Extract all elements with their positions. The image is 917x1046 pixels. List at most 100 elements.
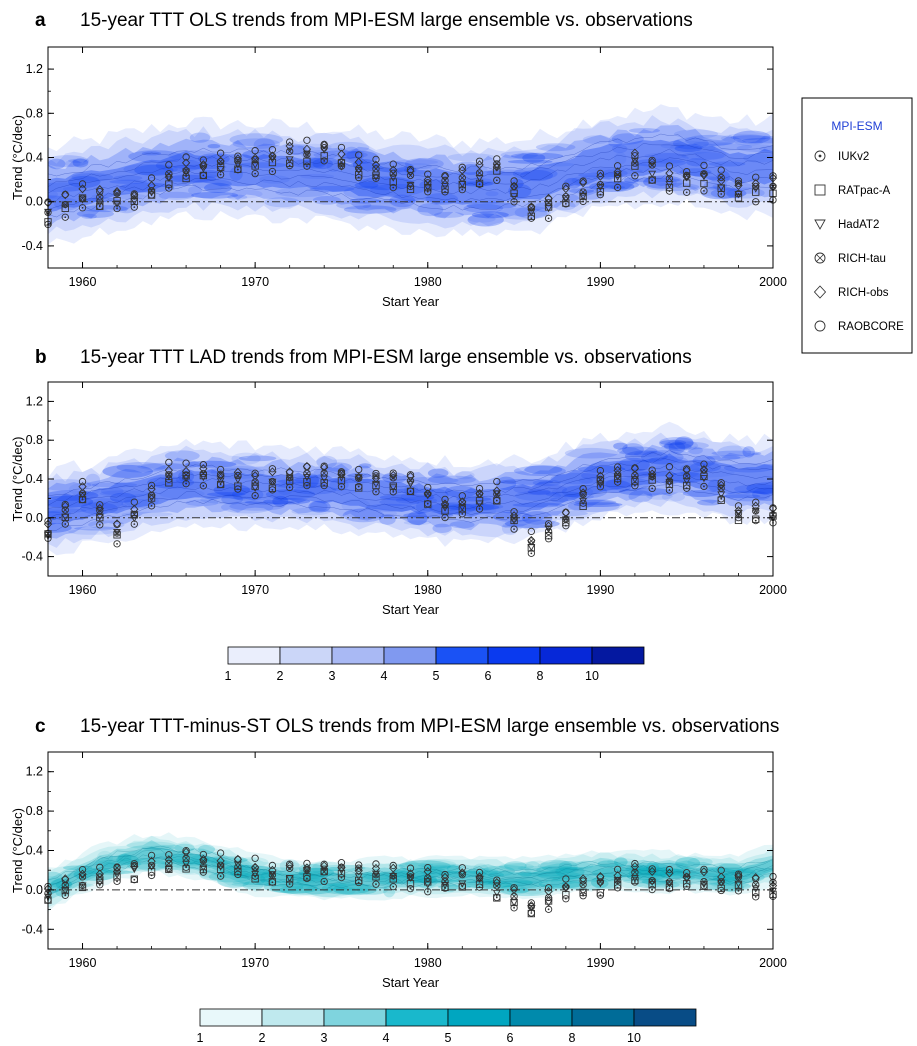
density-patch [294, 883, 346, 895]
obs-circle-dot-marker [493, 176, 501, 184]
density-patch [520, 884, 566, 890]
density-patch [643, 175, 684, 189]
x-tick-label: 1960 [69, 956, 97, 970]
obs-triangle-down-marker [579, 497, 588, 506]
density-patch [507, 159, 553, 164]
density-patch [675, 857, 701, 870]
density-patch [512, 502, 566, 508]
density-patch [99, 490, 152, 497]
density-patch [71, 173, 114, 182]
obs-diamond-marker [665, 168, 674, 178]
density-patch [658, 437, 694, 449]
obs-circle-marker [355, 465, 363, 474]
density-patch [687, 857, 713, 867]
density-patch [312, 195, 342, 205]
density-patch [732, 130, 771, 144]
obs-circle-dot-marker [596, 891, 605, 899]
density-patch [672, 137, 709, 150]
density-patch [68, 482, 101, 496]
colorbar-cell [227, 646, 281, 665]
colorbar-label: 6 [507, 1031, 514, 1045]
obs-circle-dot-marker [199, 482, 208, 490]
obs-circle-marker [320, 462, 328, 470]
density-patch [581, 471, 602, 480]
density-patch [324, 462, 353, 472]
obs-diamond-marker [734, 181, 743, 191]
obs-circle-x-marker [130, 510, 138, 519]
density-patch [200, 495, 255, 505]
density-patch [264, 197, 300, 208]
density-patch [100, 487, 124, 495]
density-patch [467, 213, 504, 227]
obs-circle-marker [717, 866, 725, 874]
obs-circle-marker [734, 870, 743, 878]
density-patch [263, 498, 311, 505]
density-patch [635, 163, 650, 173]
obs-circle-x-marker [734, 179, 743, 187]
density-patch [119, 182, 175, 193]
density-patch [682, 490, 720, 498]
density-patch [80, 502, 118, 515]
density-patch [513, 876, 543, 889]
density-patch [109, 179, 148, 184]
obs-diamond-marker [475, 488, 484, 498]
obs-diamond-marker [682, 465, 691, 475]
obs-triangle-down-marker [475, 174, 484, 183]
density-patch [550, 877, 566, 890]
density-patch [126, 841, 176, 850]
obs-circle-x-marker [268, 477, 277, 486]
obs-diamond-marker [371, 160, 381, 170]
density-patch [229, 133, 284, 147]
obs-circle-marker [700, 161, 708, 170]
density-patch [628, 128, 661, 134]
obs-circle-dot-marker [113, 540, 121, 548]
obs-circle-marker [147, 851, 156, 860]
obs-circle-x-marker [337, 158, 346, 166]
density-patch [661, 492, 686, 502]
x-axis-label: Start Year [382, 602, 440, 617]
density-patch [48, 190, 58, 199]
obs-triangle-down-marker [372, 173, 380, 181]
density-patch [663, 439, 699, 452]
density-contour [48, 165, 773, 210]
density-patch [537, 861, 594, 871]
panel-b-plot: -0.4 0.0 0.4 0.8 1.2 1960 1970 1980 1990 2000 Star… [10, 381, 787, 617]
x-tick-label: 1970 [241, 583, 269, 597]
density-contour [48, 484, 773, 532]
obs-diamond-marker [251, 153, 260, 163]
obs-square-marker [113, 873, 121, 881]
obs-circle-marker [683, 465, 691, 473]
panel-a-letter: a [35, 10, 46, 31]
obs-diamond-marker [130, 862, 139, 872]
density-patch [660, 143, 685, 149]
obs-diamond-marker [216, 471, 225, 481]
obs-circle-x-marker [734, 509, 743, 518]
legend-circle-x-icon [814, 252, 826, 264]
obs-circle-marker [596, 873, 605, 881]
obs-circle-marker [389, 160, 397, 168]
density-patch [81, 205, 128, 213]
density-patch [633, 451, 663, 457]
obs-square-marker [78, 883, 87, 892]
obs-circle-marker [441, 870, 449, 879]
density-patch [185, 460, 237, 468]
density-patch [513, 483, 568, 496]
density-patch [703, 180, 728, 190]
colorbar-label: 8 [537, 669, 544, 683]
obs-circle-marker [665, 865, 674, 874]
obs-diamond-marker [630, 148, 640, 158]
density-patch [48, 495, 94, 508]
density-patch [308, 500, 331, 513]
obs-diamond-marker [181, 847, 191, 857]
obs-circle-dot-marker [61, 213, 69, 221]
colorbar-label: 5 [433, 669, 440, 683]
obs-square-marker [113, 531, 121, 539]
obs-circle-marker [406, 471, 415, 479]
density-patch [185, 499, 219, 507]
density-patch [717, 445, 752, 460]
obs-circle-x-marker [251, 156, 259, 164]
obs-square-marker [734, 881, 743, 889]
obs-circle-x-marker [303, 150, 311, 159]
density-patch [550, 497, 569, 503]
obs-triangle-down-marker [630, 476, 639, 484]
